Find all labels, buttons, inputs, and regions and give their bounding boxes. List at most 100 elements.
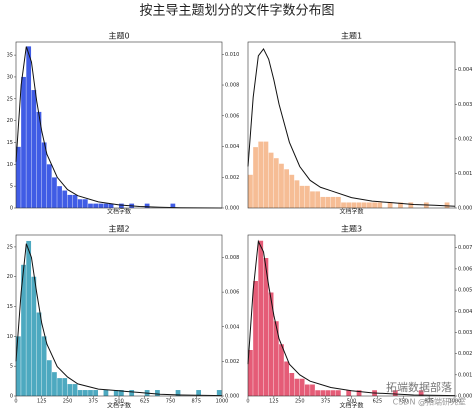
x-tick-label: 250 (295, 399, 305, 405)
bar (16, 336, 21, 396)
bar (103, 390, 109, 396)
bar (52, 372, 57, 396)
bar (248, 350, 253, 396)
y-tick-label: 15 (7, 140, 13, 146)
bar (361, 202, 367, 208)
x-tick-label: 750 (398, 399, 408, 405)
y2-tick-label: 0.003 (458, 330, 472, 336)
bar (103, 203, 109, 208)
x-axis-label: 文档字数 (339, 208, 363, 216)
y2-tick-label: 0.004 (225, 324, 239, 330)
bar (88, 203, 93, 208)
x-tick-label: 0 (14, 399, 17, 405)
x-tick-label: 250 (63, 399, 73, 405)
subplot-title: 主题2 (108, 224, 129, 234)
bar (335, 196, 341, 208)
bar (155, 390, 160, 396)
y-tick-label: 5 (10, 364, 13, 370)
bar (57, 186, 62, 208)
chart-title: 按主导主题划分的文件字数分布图 (139, 3, 334, 19)
y2-tick-label: 0.010 (225, 52, 239, 58)
y-tick-label: 15 (7, 304, 13, 310)
bar (351, 202, 357, 208)
bar (253, 147, 258, 208)
bar (325, 390, 331, 396)
bar (279, 344, 284, 396)
bar (77, 199, 83, 208)
bar (263, 141, 269, 208)
bar (310, 384, 315, 396)
bar (289, 174, 295, 208)
bar (196, 390, 201, 396)
bar (387, 202, 393, 208)
bar (341, 202, 346, 208)
bar (67, 384, 73, 396)
bar (82, 199, 88, 208)
y-tick-label: 25 (7, 96, 13, 102)
bar (299, 378, 305, 396)
bar (372, 202, 377, 208)
bar (175, 390, 181, 396)
bar (62, 378, 68, 396)
y-tick-label: 5 (10, 184, 13, 190)
subplot: 主题3 0.000 0.001 0.002 0.003 0.004 0.005 0.006 0.… (246, 224, 472, 410)
bar (82, 390, 88, 396)
x-tick-label: 875 (424, 399, 434, 405)
bar (294, 180, 300, 208)
x-tick-label: 1000 (216, 399, 229, 405)
bar (113, 390, 119, 396)
plot-frame (15, 41, 223, 209)
bar (279, 163, 284, 208)
bar (36, 111, 42, 208)
bar (289, 373, 295, 396)
y2-tick-label: 0.006 (225, 113, 239, 119)
density-line (247, 47, 456, 207)
bar (392, 390, 398, 396)
bar (268, 152, 274, 208)
subplot-title: 主题1 (341, 31, 362, 41)
bar (129, 390, 135, 396)
bar (21, 264, 26, 396)
y2-tick-label: 0.002 (458, 351, 472, 357)
bar (273, 321, 279, 396)
y-tick-label: 20 (7, 118, 13, 124)
x-tick-label: 1000 (449, 399, 462, 405)
bar (119, 203, 124, 208)
x-tick-label: 750 (166, 399, 176, 405)
y2-tick-label: 0.006 (225, 290, 239, 296)
watermark-credit: CSDN @拓端研究室 (393, 397, 466, 407)
x-tick-label: 500 (347, 399, 357, 405)
bar (315, 390, 321, 396)
bar (26, 240, 32, 396)
y2-tick-label: 0.001 (458, 372, 472, 378)
bar (36, 312, 42, 396)
x-tick-label: 375 (321, 399, 331, 405)
bar (398, 202, 403, 208)
bar (144, 203, 150, 208)
y2-tick-label: 0.000 (458, 394, 472, 400)
subplot-title: 主题0 (108, 31, 129, 41)
bar (98, 203, 104, 208)
bar (284, 169, 289, 208)
bar (67, 194, 73, 208)
bar (444, 202, 450, 208)
bar (346, 202, 352, 208)
bar (16, 146, 21, 208)
bar (294, 378, 300, 396)
x-tick-label: 125 (37, 399, 47, 405)
bar (258, 240, 264, 396)
y-tick-label: 25 (7, 244, 13, 250)
y2-tick-label: 0.004 (458, 67, 472, 73)
bar (418, 390, 424, 396)
bar (268, 292, 274, 396)
y-tick-label: 10 (7, 334, 13, 340)
y2-tick-label: 0.000 (458, 206, 472, 212)
plot-frame (247, 41, 456, 209)
subplot: 主题1 0.000 0.001 0.002 0.003 0.004 文档字数 (247, 31, 472, 216)
bar (57, 378, 62, 396)
bar (21, 76, 26, 209)
bar (304, 185, 310, 208)
bar (253, 281, 258, 396)
bar (258, 141, 264, 208)
bar (46, 360, 52, 396)
